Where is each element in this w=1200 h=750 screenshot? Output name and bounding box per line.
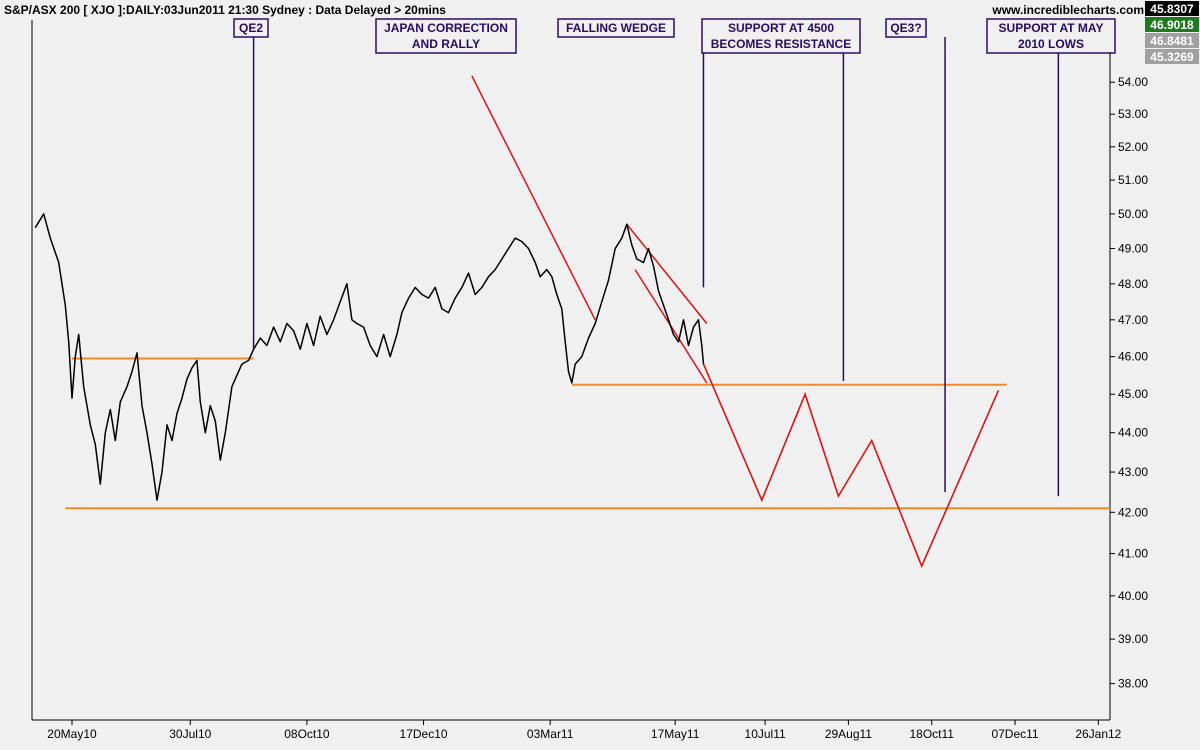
trend-line bbox=[471, 75, 596, 321]
chart-title: S&P/ASX 200 [ XJO ]:DAILY:03Jun2011 21:3… bbox=[4, 3, 446, 17]
y-tick-label: 40.00 bbox=[1118, 589, 1148, 603]
annotations: QE2 JAPAN CORRECTION AND RALLY FALLING WEDG… bbox=[233, 18, 1116, 497]
y-tick-label: 38.00 bbox=[1118, 677, 1148, 691]
annotation-label: JAPAN CORRECTION bbox=[384, 21, 508, 35]
x-tick-label: 20May10 bbox=[47, 727, 97, 741]
value-box bbox=[1145, 1, 1199, 16]
trend-line bbox=[626, 223, 708, 324]
y-tick-label: 52.00 bbox=[1118, 140, 1148, 154]
x-tick-label: 29Aug11 bbox=[825, 727, 872, 741]
y-tick-label: 54.00 bbox=[1118, 75, 1148, 89]
x-tick-label: 30Jul10 bbox=[169, 727, 211, 741]
y-tick-label: 53.00 bbox=[1118, 107, 1148, 121]
x-tick-label: 17May11 bbox=[651, 727, 700, 741]
price-series bbox=[34, 213, 705, 501]
annotation-label: SUPPORT AT 4500 bbox=[728, 21, 834, 35]
y-tick-label: 46.00 bbox=[1118, 350, 1148, 364]
value-box-label: 45.3269 bbox=[1150, 50, 1194, 64]
x-tick-label: 10Jul11 bbox=[745, 727, 786, 741]
y-tick-label: 45.00 bbox=[1118, 387, 1148, 401]
annotation-label: FALLING WEDGE bbox=[566, 21, 666, 35]
y-tick-label: 47.00 bbox=[1118, 313, 1148, 327]
x-tick-label: 07Dec11 bbox=[991, 727, 1038, 741]
value-box bbox=[1145, 17, 1199, 32]
annotation-box bbox=[885, 18, 927, 38]
y-tick-label: 50.00 bbox=[1118, 207, 1148, 221]
support-lines bbox=[65, 357, 1110, 510]
annotation-box bbox=[701, 18, 861, 54]
y-tick-label: 42.00 bbox=[1118, 505, 1148, 519]
annotation-label: QE3? bbox=[890, 21, 921, 35]
value-box bbox=[1145, 33, 1199, 48]
value-boxes: 45.8307 46.9018 46.8481 45.3269 bbox=[1145, 1, 1199, 64]
y-tick-label: 44.00 bbox=[1118, 426, 1148, 440]
x-tick-label: 17Dec10 bbox=[400, 727, 448, 741]
annotation-label: 2010 LOWS bbox=[1018, 37, 1084, 51]
x-tick-label: 08Oct10 bbox=[284, 727, 330, 741]
annotation-box bbox=[375, 18, 517, 54]
value-box-label: 45.8307 bbox=[1150, 2, 1194, 16]
value-box bbox=[1145, 49, 1199, 64]
y-tick-label: 39.00 bbox=[1118, 632, 1148, 646]
site-label: www.incrediblecharts.com bbox=[991, 3, 1144, 17]
y-tick-label: 43.00 bbox=[1118, 465, 1148, 479]
x-tick-label: 26Jan12 bbox=[1075, 727, 1121, 741]
value-box-label: 46.9018 bbox=[1150, 18, 1194, 32]
y-axis-ticks: 38.00 39.00 40.00 41.00 42.00 43.00 44.00 45.00… bbox=[1110, 75, 1148, 691]
annotation-label: QE2 bbox=[239, 21, 263, 35]
annotation-label: AND RALLY bbox=[412, 37, 480, 51]
y-tick-label: 49.00 bbox=[1118, 242, 1148, 256]
annotation-box bbox=[233, 18, 269, 38]
x-tick-label: 18Oct11 bbox=[909, 727, 954, 741]
annotation-box bbox=[986, 18, 1116, 54]
value-box-label: 46.8481 bbox=[1150, 34, 1194, 48]
price-line bbox=[34, 213, 705, 501]
projection-line bbox=[702, 363, 1000, 569]
annotation-box bbox=[557, 18, 675, 38]
y-tick-label: 41.00 bbox=[1118, 547, 1148, 561]
x-tick-label: 03Mar11 bbox=[527, 727, 574, 741]
annotation-label: SUPPORT AT MAY bbox=[999, 21, 1104, 35]
projection-series bbox=[702, 363, 1000, 569]
x-axis-ticks: 20May10 30Jul10 08Oct10 17Dec10 03Mar11 17May… bbox=[47, 720, 1122, 741]
annotation-label: BECOMES RESISTANCE bbox=[711, 37, 851, 51]
y-tick-label: 51.00 bbox=[1118, 173, 1148, 187]
y-tick-label: 48.00 bbox=[1118, 277, 1148, 291]
